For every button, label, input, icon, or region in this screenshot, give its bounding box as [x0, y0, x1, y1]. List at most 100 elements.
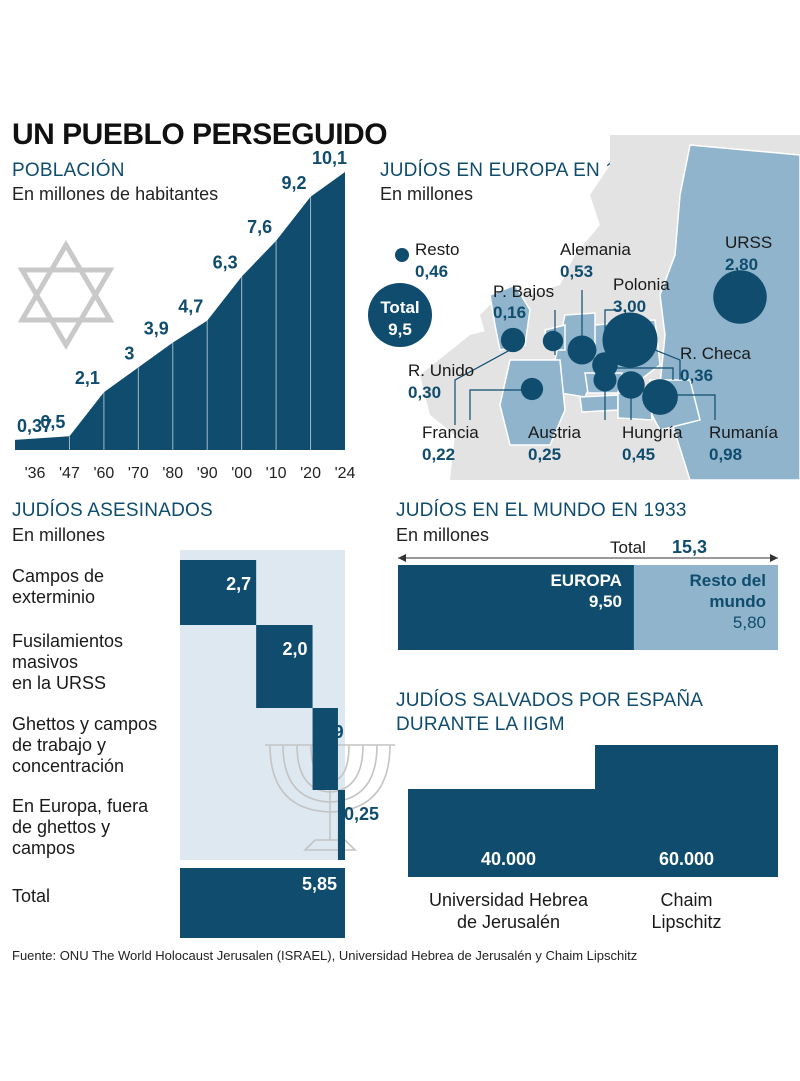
- mundo-chart: Total 15,3 EUROPA 9,50 Resto del mundo 5,80: [398, 537, 778, 650]
- poblacion-x-tick: '70: [128, 465, 149, 482]
- arrow-right-icon: [770, 554, 778, 562]
- mundo-total-value: 15,3: [672, 537, 707, 557]
- total-bubble: [368, 283, 432, 347]
- asesinados-category-label: En Europa, fuera: [12, 796, 149, 816]
- resto-value: 0,46: [415, 262, 448, 281]
- polonia-label: Polonia: [613, 275, 670, 294]
- asesinados-bar-total: [180, 868, 345, 938]
- map-labels: Resto 0,46 Total 9,5 Alemania 0,53 P. Ba…: [368, 233, 779, 464]
- poblacion-x-tick: '10: [266, 465, 287, 482]
- austria-value: 0,25: [528, 445, 561, 464]
- poblacion-value-label: 9,2: [282, 173, 307, 193]
- austria-label: Austria: [528, 423, 581, 442]
- asesinados-bars: [180, 560, 345, 938]
- salvados-value-label: 40.000: [481, 849, 536, 869]
- bubble-rumana: [642, 379, 678, 415]
- total-value: 9,5: [388, 320, 412, 339]
- asesinados-subheading: En millones: [12, 525, 106, 545]
- poblacion-value-label: 3,9: [144, 319, 169, 339]
- bubble-austria: [593, 368, 617, 392]
- poblacion-value-label: 0,5: [40, 412, 65, 432]
- polonia-value: 3,00: [613, 297, 646, 316]
- bubble-hungra: [617, 371, 645, 399]
- asesinados-values: 2,7 2,0 0,9 0,25 5,85: [226, 574, 379, 894]
- poblacion-x-tick: '36: [25, 465, 46, 482]
- europa-heading: JUDÍOS EN EUROPA EN 1933: [380, 160, 649, 181]
- asesinados-category-label: Ghettos y campos: [12, 714, 157, 734]
- map-bubbles: [500, 270, 767, 415]
- poblacion-value-label: 3: [124, 343, 134, 363]
- asesinados-category-label: concentración: [12, 756, 124, 776]
- salvados-heading-2: DURANTE LA IIGM: [396, 714, 565, 735]
- pbajos-label: P. Bajos: [493, 282, 554, 301]
- bubble-polonia: [602, 312, 658, 368]
- alemania-value: 0,53: [560, 262, 593, 281]
- poblacion-x-ticks: '36 '47 '60 '70 '80 '90 '00 '10 '20 '24: [25, 465, 356, 482]
- poblacion-x-tick: '00: [231, 465, 252, 482]
- arrow-left-icon: [398, 554, 406, 562]
- europa-subheading: En millones: [380, 184, 474, 204]
- mundo-total-label: Total: [610, 538, 646, 557]
- asesinados-category-label: masivos: [12, 652, 78, 672]
- page-title: UN PUEBLO PERSEGUIDO: [12, 118, 388, 151]
- asesinados-bar: [180, 560, 257, 625]
- bubble-alemania: [567, 335, 597, 365]
- asesinados-value-label: 0,9: [319, 722, 344, 742]
- poblacion-x-tick: '90: [197, 465, 218, 482]
- poblacion-value-label: 2,1: [75, 368, 100, 388]
- mundo-bar-resto: [633, 565, 778, 650]
- poblacion-x-tick: '20: [300, 465, 321, 482]
- salvados-category-label: Lipschitz: [651, 912, 721, 932]
- bubble-pbajos: [542, 330, 564, 352]
- salvados-category-label: de Jerusalén: [457, 912, 560, 932]
- resto-marker: [395, 248, 409, 262]
- poblacion-area: [15, 172, 345, 450]
- asesinados-category-label: exterminio: [12, 587, 95, 607]
- asesinados-category-label: campos: [12, 838, 75, 858]
- asesinados-heading: JUDÍOS ASESINADOS: [12, 500, 213, 521]
- europa-map: Resto 0,46 Total 9,5 Alemania 0,53 P. Ba…: [368, 135, 800, 480]
- poblacion-x-tick: '47: [59, 465, 80, 482]
- asesinados-bar: [337, 790, 345, 860]
- asesinados-category-label: Total: [12, 886, 50, 906]
- asesinados-category-label: de trabajo y: [12, 735, 106, 755]
- pbajos-value: 0,16: [493, 303, 526, 322]
- bubble-runido: [500, 327, 526, 353]
- asesinados-category-label: Fusilamientos: [12, 631, 123, 651]
- mundo-value-label: 5,80: [733, 613, 766, 632]
- urss-label: URSS: [725, 233, 772, 252]
- francia-label: Francia: [422, 423, 479, 442]
- poblacion-x-tick: '80: [162, 465, 183, 482]
- salvados-heading-1: JUDÍOS SALVADOS POR ESPAÑA: [396, 690, 704, 711]
- salvados-bar: [408, 789, 595, 877]
- asesinados-value-label: 2,0: [283, 639, 308, 659]
- poblacion-value-label: 10,1: [312, 150, 347, 168]
- poblacion-value-label: 4,7: [178, 297, 203, 317]
- star-of-david-icon: [17, 240, 115, 350]
- mundo-value-label: 9,50: [589, 592, 622, 611]
- runido-label: R. Unido: [408, 361, 474, 380]
- poblacion-chart: 0,370,5 2,1 3 3,9 4,7 6,3 7,6 9,2 10,1 '36 '47 '60…: [15, 150, 356, 482]
- asesinados-bar: [256, 625, 313, 708]
- asesinados-category-label: de ghettos y: [12, 817, 110, 837]
- poblacion-value-labels: 0,370,5 2,1 3 3,9 4,7 6,3 7,6 9,2 10,1: [17, 150, 347, 436]
- asesinados-value-label: 0,25: [344, 804, 379, 824]
- asesinados-category-label: Campos de: [12, 566, 104, 586]
- bubble-urss: [713, 270, 767, 324]
- bubble-francia: [520, 377, 544, 401]
- rumania-value: 0,98: [709, 445, 742, 464]
- poblacion-subheading: En millones de habitantes: [12, 184, 219, 204]
- alemania-label: Alemania: [560, 240, 631, 259]
- asesinados-value-label: 2,7: [226, 574, 251, 594]
- hungria-label: Hungría: [622, 423, 683, 442]
- hungria-value: 0,45: [622, 445, 655, 464]
- poblacion-heading: POBLACIÓN: [12, 160, 125, 181]
- poblacion-value-label: 0,37: [17, 416, 52, 436]
- salvados-bar: [595, 745, 778, 877]
- source-note: Fuente: ONU The World Holocaust Jerusale…: [12, 948, 638, 963]
- resto-label: Resto: [415, 240, 459, 259]
- poblacion-value-label: 7,6: [247, 217, 272, 237]
- rcheca-value: 0,36: [680, 366, 713, 385]
